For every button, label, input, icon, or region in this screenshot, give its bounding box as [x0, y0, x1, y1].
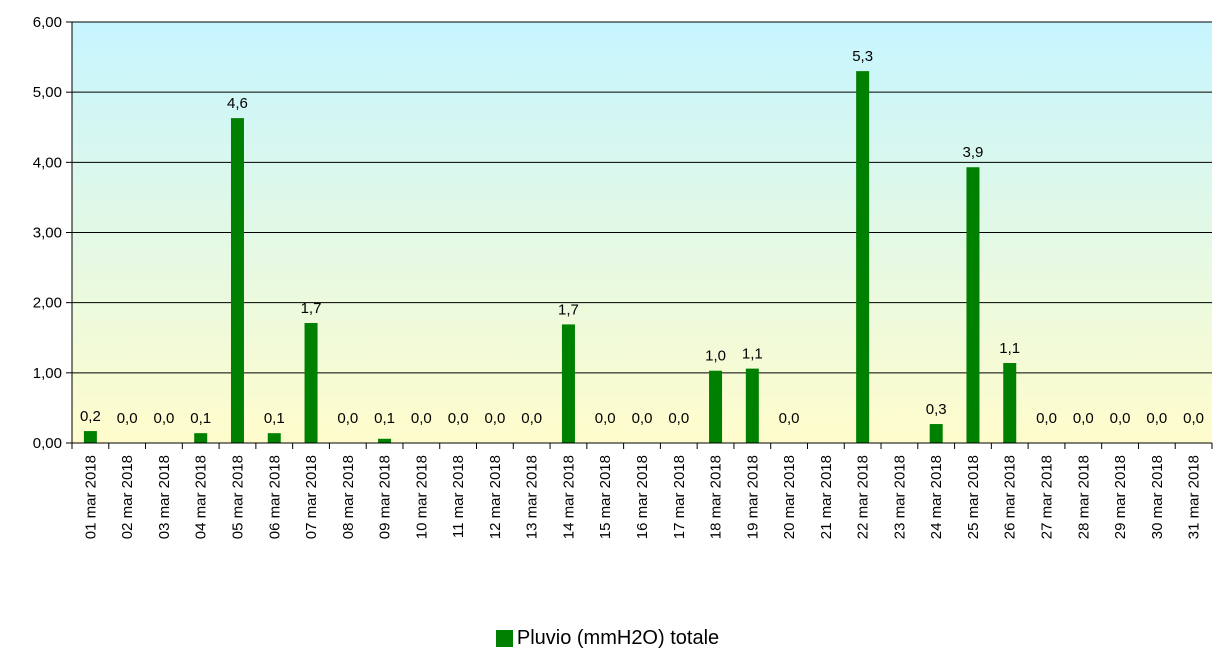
x-tick-label: 08 mar 2018	[340, 455, 357, 539]
data-label: 1,1	[742, 346, 763, 363]
y-tick-label: 0,00	[33, 435, 62, 452]
gridlines	[72, 21, 1212, 374]
data-label: 0,0	[668, 410, 689, 427]
data-label: 0,0	[595, 410, 616, 427]
x-tick-label: 23 mar 2018	[891, 455, 908, 539]
x-tick-label: 13 mar 2018	[524, 455, 541, 539]
x-tick-label: 28 mar 2018	[1075, 455, 1092, 539]
x-tick-label: 26 mar 2018	[1002, 455, 1019, 539]
data-label: 0,3	[926, 401, 947, 418]
bar	[966, 167, 980, 443]
x-tick-label: 20 mar 2018	[781, 455, 798, 539]
x-tick-label: 24 mar 2018	[928, 455, 945, 539]
data-label: 0,0	[521, 410, 542, 427]
legend-swatch	[495, 630, 513, 647]
bar	[856, 71, 870, 443]
x-tick-label: 11 mar 2018	[450, 455, 467, 538]
x-tick-label: 19 mar 2018	[744, 455, 761, 539]
x-tick-label: 31 mar 2018	[1186, 455, 1203, 539]
x-tick-label: 06 mar 2018	[266, 455, 283, 539]
y-tick-label: 1,00	[33, 365, 62, 382]
x-tick-label: 22 mar 2018	[855, 455, 872, 539]
x-tick-label: 02 mar 2018	[119, 455, 136, 539]
data-label: 0,0	[154, 410, 175, 427]
bar	[304, 323, 318, 443]
bar	[745, 368, 759, 443]
bar	[1003, 363, 1017, 443]
x-tick-label: 14 mar 2018	[560, 455, 577, 539]
data-label: 0,2	[80, 408, 101, 425]
data-label: 0,0	[337, 410, 358, 427]
x-tick-label: 18 mar 2018	[708, 455, 725, 539]
x-tick-label: 03 mar 2018	[156, 455, 173, 539]
data-label: 0,0	[1146, 410, 1167, 427]
bar	[230, 118, 244, 444]
x-tick-label: 07 mar 2018	[303, 455, 320, 539]
data-label: 1,1	[999, 340, 1020, 357]
x-tick-label: 10 mar 2018	[413, 455, 430, 539]
x-tick-label: 01 mar 2018	[82, 455, 99, 539]
y-tick-label: 6,00	[33, 14, 62, 31]
data-label: 5,3	[852, 48, 873, 65]
x-tick-label: 29 mar 2018	[1112, 455, 1129, 539]
data-label: 0,0	[632, 410, 653, 427]
x-tick-label: 12 mar 2018	[487, 455, 504, 539]
y-tick-label: 3,00	[33, 225, 62, 242]
data-label: 4,6	[227, 95, 248, 112]
x-tick-label: 17 mar 2018	[671, 455, 688, 539]
rainfall-bar-chart: 0,2 0,0 0,0 0,1 4,6 0,1 1,7 0,0 0,1 0,0 0,0 0,0 0,0 1…	[33, 14, 1213, 539]
data-labels: 0,2 0,0 0,0 0,1 4,6 0,1 1,7 0,0 0,1 0,0 0,0 0,0 0,0 1…	[80, 48, 1204, 427]
data-label: 0,0	[1110, 410, 1131, 427]
bar	[378, 438, 392, 443]
bar	[267, 433, 281, 443]
axes: 0,00 1,00 2,00 3,00 4,00 5,00 6,00 01 mar 2018 0…	[33, 14, 1213, 539]
data-label: 1,7	[558, 301, 579, 318]
x-tick-label: 25 mar 2018	[965, 455, 982, 539]
y-tick-label: 5,00	[33, 84, 62, 101]
y-tick-label: 2,00	[33, 295, 62, 312]
data-label: 3,9	[963, 144, 984, 161]
data-label: 0,0	[448, 410, 469, 427]
bar	[194, 433, 208, 443]
bar	[929, 424, 943, 443]
data-label: 0,1	[264, 410, 285, 427]
x-tick-label: 15 mar 2018	[597, 455, 614, 539]
x-tick-label: 04 mar 2018	[193, 455, 210, 539]
x-tick-label: 21 mar 2018	[818, 455, 835, 539]
y-tick-label: 4,00	[33, 154, 62, 171]
x-tick-label: 27 mar 2018	[1039, 455, 1056, 539]
x-tick-label: 30 mar 2018	[1149, 455, 1166, 539]
data-label: 1,7	[301, 300, 322, 317]
data-label: 0,1	[190, 410, 211, 427]
data-label: 0,0	[1073, 410, 1094, 427]
data-label: 0,0	[117, 410, 138, 427]
legend-label: Pluvio (mmH2O) totale	[516, 627, 720, 649]
data-label: 1,0	[705, 348, 726, 365]
bars	[83, 71, 1017, 444]
data-label: 0,0	[1036, 410, 1057, 427]
bar	[83, 431, 97, 443]
data-label: 0,0	[1183, 410, 1204, 427]
x-tick-label: 05 mar 2018	[229, 455, 246, 539]
legend: Pluvio (mmH2O) totale	[0, 627, 1215, 650]
x-tick-label: 16 mar 2018	[634, 455, 651, 539]
data-label: 0,1	[374, 410, 395, 427]
x-tick-label: 09 mar 2018	[377, 455, 394, 539]
data-label: 0,0	[411, 410, 432, 427]
data-label: 0,0	[484, 410, 505, 427]
bar	[561, 324, 575, 443]
data-label: 0,0	[779, 410, 800, 427]
bar	[709, 370, 723, 443]
